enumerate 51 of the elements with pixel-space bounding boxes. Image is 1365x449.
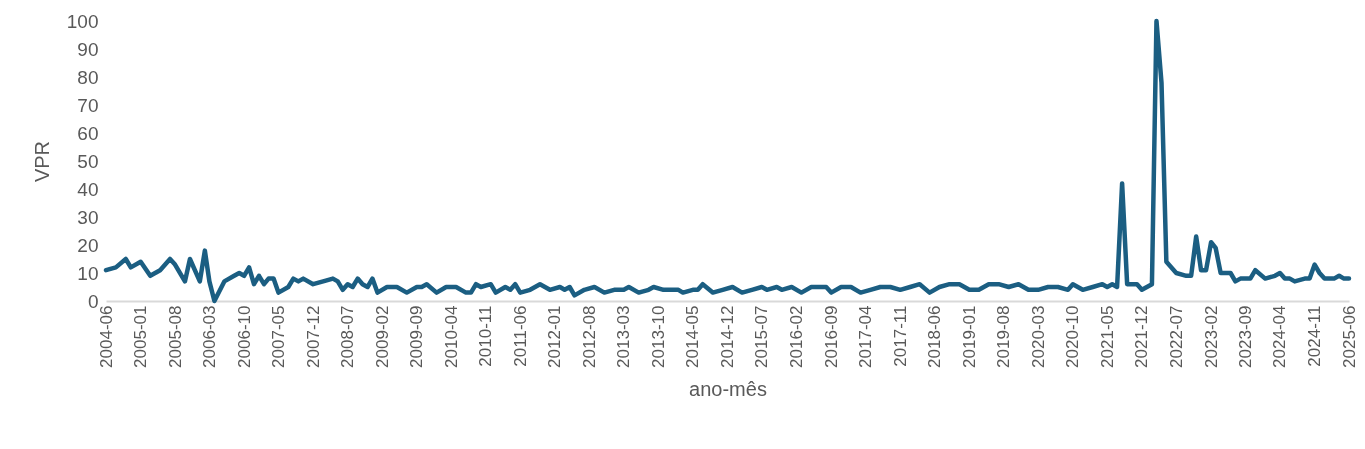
x-tick-label: 2007-05 bbox=[268, 305, 288, 368]
line-series bbox=[103, 18, 1352, 304]
x-tick-label: 2005-01 bbox=[131, 305, 151, 368]
x-tick-label: 2018-06 bbox=[925, 305, 945, 368]
y-tick-label: 90 bbox=[77, 38, 99, 60]
y-tick-label: 50 bbox=[77, 150, 99, 172]
y-tick-label: 60 bbox=[77, 122, 99, 144]
x-tick-label: 2012-01 bbox=[545, 305, 565, 368]
x-tick-label: 2024-11 bbox=[1305, 305, 1325, 367]
x-tick-label: 2011-06 bbox=[510, 305, 530, 367]
x-tick-label: 2022-07 bbox=[1166, 305, 1186, 368]
x-tick-label: 2020-10 bbox=[1063, 305, 1083, 368]
x-tick-label: 2009-02 bbox=[372, 305, 392, 368]
x-tick-label: 2023-09 bbox=[1235, 305, 1255, 368]
x-tick-label: 2010-11 bbox=[476, 305, 496, 367]
x-tick-label: 2021-12 bbox=[1132, 305, 1152, 368]
y-axis-title: VPR bbox=[30, 140, 53, 183]
x-tick-label: 2025-06 bbox=[1339, 305, 1359, 368]
x-tick-label: 2015-07 bbox=[752, 305, 772, 368]
x-tick-label: 2010-04 bbox=[441, 305, 461, 368]
x-tick-label: 2004-06 bbox=[96, 305, 116, 368]
x-tick-label: 2013-03 bbox=[614, 305, 634, 368]
x-tick-label: 2006-10 bbox=[234, 305, 254, 368]
x-tick-label: 2017-04 bbox=[856, 305, 876, 368]
x-tick-label: 2023-02 bbox=[1201, 305, 1221, 368]
y-tick-label: 20 bbox=[77, 234, 99, 256]
x-tick-label: 2006-03 bbox=[199, 305, 219, 368]
x-tick-label: 2007-12 bbox=[303, 305, 323, 368]
y-tick-label: 0 bbox=[87, 290, 99, 312]
x-tick-label: 2014-05 bbox=[683, 305, 703, 368]
x-tick-label: 2019-08 bbox=[994, 305, 1014, 368]
x-tick-label: 2008-07 bbox=[338, 305, 358, 368]
y-tick-label: 80 bbox=[77, 66, 99, 88]
y-tick-label: 70 bbox=[77, 94, 99, 116]
y-tick-label: 100 bbox=[66, 10, 99, 32]
x-tick-label: 2016-09 bbox=[821, 305, 841, 368]
x-tick-label: 2016-02 bbox=[787, 305, 807, 368]
x-tick-label: 2005-08 bbox=[165, 305, 185, 368]
x-tick-label: 2009-09 bbox=[407, 305, 427, 368]
x-tick-label: 2017-11 bbox=[890, 305, 910, 367]
y-tick-label: 10 bbox=[77, 262, 99, 284]
x-tick-label: 2024-04 bbox=[1270, 305, 1290, 368]
x-tick-label: 2019-01 bbox=[959, 305, 979, 368]
x-tick-label: 2020-03 bbox=[1028, 305, 1048, 368]
x-tick-label: 2013-10 bbox=[648, 305, 668, 368]
x-axis-title: ano-mês bbox=[689, 377, 767, 400]
x-tick-label: 2012-08 bbox=[579, 305, 599, 368]
y-tick-label: 40 bbox=[77, 178, 99, 200]
y-tick-label: 30 bbox=[77, 206, 99, 228]
x-tick-label: 2014-12 bbox=[718, 305, 737, 368]
x-tick-label: 2021-05 bbox=[1097, 305, 1117, 368]
